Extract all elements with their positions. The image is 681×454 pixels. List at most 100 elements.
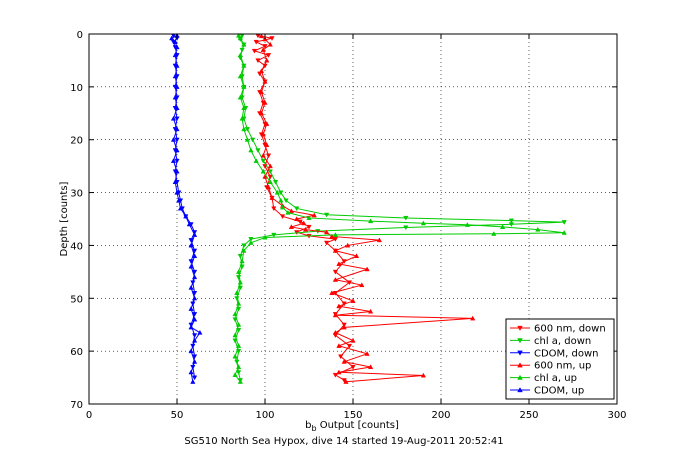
data-point — [235, 343, 242, 348]
data-point — [172, 179, 178, 185]
data-point — [260, 47, 266, 52]
x-axis-label: bb Output [counts] — [305, 420, 399, 433]
data-point — [188, 238, 194, 243]
data-point — [265, 184, 272, 190]
data-point — [336, 303, 342, 309]
data-point — [264, 142, 270, 148]
data-point — [232, 372, 238, 377]
legend-swatch-marker — [517, 350, 523, 356]
data-point — [241, 126, 247, 132]
data-point — [174, 84, 180, 89]
data-point — [364, 351, 370, 356]
series-5 — [169, 32, 203, 384]
data-point — [267, 163, 273, 169]
data-point — [174, 189, 180, 195]
data-point — [170, 158, 177, 163]
data-point — [508, 218, 515, 224]
data-point — [174, 158, 180, 164]
x-tick-label: 100 — [255, 410, 274, 421]
data-point — [170, 136, 177, 142]
axis-ticks: 0 50 100 150 200 250 300 0 10 20 30 40 50 60 70 — [70, 30, 626, 421]
data-point — [188, 284, 194, 290]
data-point — [403, 225, 409, 231]
legend-label: CDOM, down — [534, 348, 599, 359]
legend-label: chl a, down — [534, 336, 591, 347]
data-point — [294, 216, 300, 222]
data-point — [235, 269, 242, 274]
y-tick-label: 70 — [70, 400, 83, 411]
data-point — [332, 232, 339, 237]
data-point — [241, 243, 247, 249]
data-point — [250, 137, 256, 143]
data-point — [294, 206, 300, 212]
legend-swatch-marker — [517, 325, 523, 331]
data-point — [188, 259, 194, 265]
data-point — [248, 240, 254, 245]
data-point — [172, 94, 178, 100]
data-point — [251, 48, 258, 54]
y-tick-label: 0 — [77, 30, 83, 41]
data-point — [191, 375, 198, 381]
data-point — [237, 94, 243, 100]
data-point — [350, 298, 356, 303]
data-point — [248, 237, 254, 242]
data-point — [306, 215, 312, 220]
data-point — [364, 266, 370, 272]
data-point — [237, 279, 243, 285]
data-point — [186, 221, 192, 227]
data-point — [332, 329, 339, 335]
y-tick-label: 60 — [70, 347, 83, 358]
data-point — [262, 99, 268, 105]
data-point — [271, 232, 277, 238]
data-point — [267, 169, 273, 175]
data-point — [172, 52, 178, 58]
data-point — [278, 197, 284, 203]
data-point — [269, 36, 275, 41]
series-layer — [169, 32, 567, 384]
data-point — [188, 242, 194, 248]
data-point — [188, 369, 194, 375]
data-point — [262, 234, 268, 240]
data-point — [561, 220, 567, 225]
data-point — [420, 372, 427, 378]
data-point — [278, 190, 284, 196]
data-point — [174, 168, 180, 174]
data-point — [267, 41, 273, 47]
legend-label: chl a, up — [534, 373, 577, 384]
data-point — [255, 58, 261, 64]
data-point — [244, 127, 251, 132]
data-point — [191, 290, 198, 296]
data-point — [367, 308, 374, 314]
data-point — [264, 121, 270, 126]
data-point — [367, 364, 374, 370]
chart-caption: SG510 North Sea Hypox, dive 14 started 1… — [184, 436, 503, 447]
data-point — [191, 274, 198, 280]
data-point — [341, 324, 347, 330]
x-tick-label: 150 — [343, 410, 362, 421]
data-point — [235, 370, 242, 376]
data-point — [279, 204, 286, 210]
data-point — [260, 152, 266, 158]
data-point — [235, 300, 242, 306]
y-tick-label: 40 — [70, 241, 83, 252]
legend-label: 600 nm, down — [534, 324, 606, 335]
data-point — [336, 343, 342, 348]
legend-label: 600 nm, up — [534, 361, 591, 372]
data-point — [260, 158, 266, 164]
data-point — [258, 89, 265, 95]
data-point — [170, 115, 177, 121]
legend-swatch-marker — [517, 338, 523, 344]
data-point — [301, 220, 307, 226]
data-point — [262, 44, 268, 49]
data-point — [191, 253, 198, 259]
legend-label: CDOM, up — [534, 386, 584, 397]
data-point — [241, 62, 247, 68]
data-point — [237, 73, 243, 79]
data-point — [345, 242, 351, 248]
data-point — [237, 35, 243, 41]
data-point — [248, 147, 254, 153]
data-point — [350, 337, 356, 343]
data-point — [172, 73, 178, 79]
